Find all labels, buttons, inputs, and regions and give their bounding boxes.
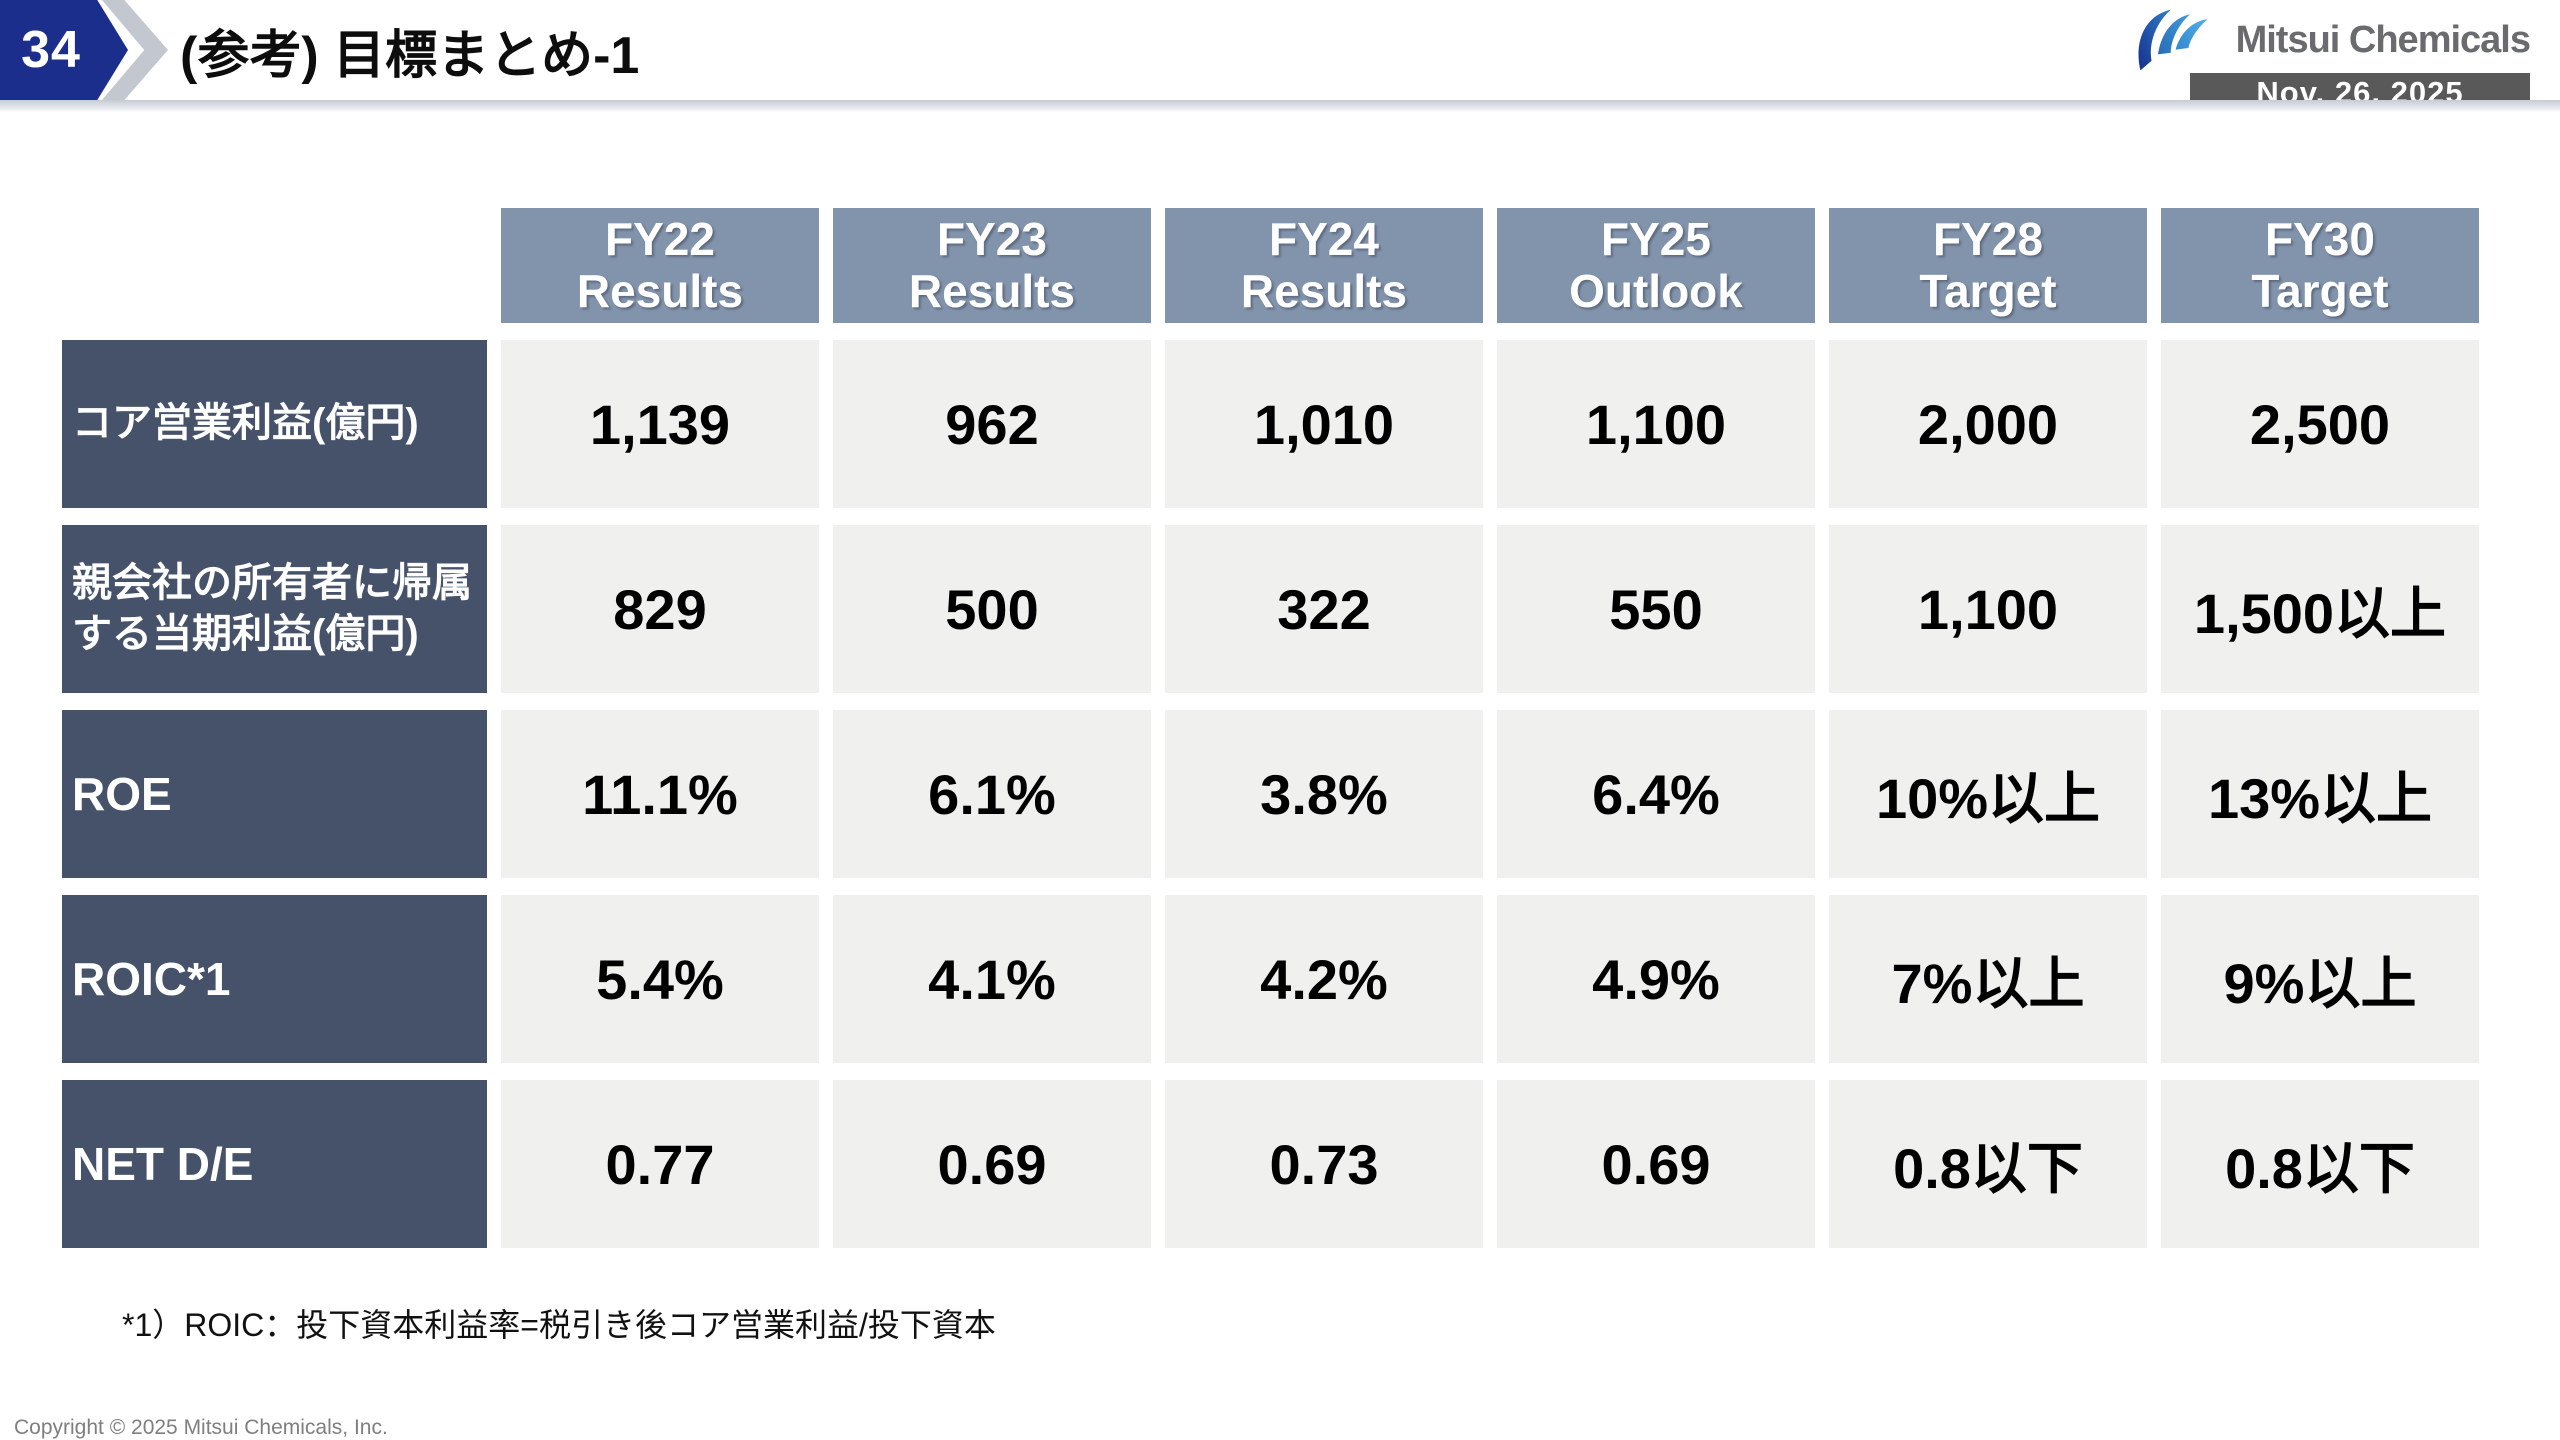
- table-cell: 7%以上: [1829, 895, 2147, 1063]
- column-header-line: FY25: [1601, 212, 1711, 265]
- company-brand: Mitsui Chemicals: [2126, 8, 2531, 72]
- table-cell: 550: [1497, 525, 1815, 693]
- row-label-core-operating-income: コア営業利益(億円): [62, 340, 487, 508]
- table-cell: 500: [833, 525, 1151, 693]
- column-header-line: Outlook: [1569, 264, 1743, 317]
- table-cell: 4.9%: [1497, 895, 1815, 1063]
- column-header-line: Results: [908, 264, 1076, 317]
- column-header-fy25: FY25 Outlook: [1497, 208, 1815, 323]
- column-header-line: FY22: [605, 212, 715, 265]
- table-cell: 6.1%: [833, 710, 1151, 878]
- table-cell: 3.8%: [1165, 710, 1483, 878]
- row-label-roe: ROE: [62, 710, 487, 878]
- targets-table: FY22 Results FY23 Results FY24 Results F…: [62, 208, 2479, 1248]
- table-cell: 1,500以上: [2161, 525, 2479, 693]
- table-corner-spacer: [62, 208, 487, 323]
- table-cell: 1,100: [1829, 525, 2147, 693]
- column-header-fy24: FY24 Results: [1165, 208, 1483, 323]
- column-header-line: Target: [1919, 264, 2057, 317]
- table-cell: 0.73: [1165, 1080, 1483, 1248]
- column-header-fy28: FY28 Target: [1829, 208, 2147, 323]
- roic-footnote: *1）ROIC：投下資本利益率=税引き後コア営業利益/投下資本: [122, 1307, 996, 1343]
- table-cell: 13%以上: [2161, 710, 2479, 878]
- table-cell: 2,000: [1829, 340, 2147, 508]
- row-label-net-de: NET D/E: [62, 1080, 487, 1248]
- table-cell: 962: [833, 340, 1151, 508]
- column-header-line: Target: [2251, 264, 2389, 317]
- table-cell: 0.8以下: [2161, 1080, 2479, 1248]
- row-label-net-income: 親会社の所有者に帰属する当期利益(億円): [62, 525, 487, 693]
- table-cell: 11.1%: [501, 710, 819, 878]
- page-number-badge: 34: [0, 0, 128, 100]
- copyright-notice: Copyright © 2025 Mitsui Chemicals, Inc.: [14, 1416, 388, 1439]
- table-cell: 4.1%: [833, 895, 1151, 1063]
- mitsui-chemicals-logo-icon: [2138, 9, 2208, 71]
- table-cell: 1,100: [1497, 340, 1815, 508]
- table-cell: 5.4%: [501, 895, 819, 1063]
- column-header-fy30: FY30 Target: [2161, 208, 2479, 323]
- table-cell: 1,139: [501, 340, 819, 508]
- column-header-line: FY28: [1933, 212, 2043, 265]
- table-cell: 1,010: [1165, 340, 1483, 508]
- table-cell: 322: [1165, 525, 1483, 693]
- table-cell: 0.8以下: [1829, 1080, 2147, 1248]
- logo-text: Mitsui Chemicals: [2235, 18, 2531, 61]
- column-header-line: Results: [576, 264, 744, 317]
- table-cell: 2,500: [2161, 340, 2479, 508]
- page-title: (参考) 目標まとめ-1: [180, 26, 640, 85]
- table-cell: 829: [501, 525, 819, 693]
- column-header-line: FY24: [1269, 212, 1379, 265]
- column-header-line: FY30: [2265, 212, 2375, 265]
- table-cell: 0.69: [1497, 1080, 1815, 1248]
- column-header-line: FY23: [937, 212, 1047, 265]
- table-cell: 9%以上: [2161, 895, 2479, 1063]
- table-cell: 10%以上: [1829, 710, 2147, 878]
- table-cell: 0.77: [501, 1080, 819, 1248]
- table-cell: 4.2%: [1165, 895, 1483, 1063]
- column-header-fy23: FY23 Results: [833, 208, 1151, 323]
- page-number: 34: [21, 21, 81, 79]
- slide-header: 34 (参考) 目標まとめ-1: [0, 0, 2560, 112]
- column-header-fy22: FY22 Results: [501, 208, 819, 323]
- column-header-line: Results: [1240, 264, 1408, 317]
- table-cell: 0.69: [833, 1080, 1151, 1248]
- header-divider: [0, 100, 2560, 112]
- table-cell: 6.4%: [1497, 710, 1815, 878]
- row-label-roic: ROIC*1: [62, 895, 487, 1063]
